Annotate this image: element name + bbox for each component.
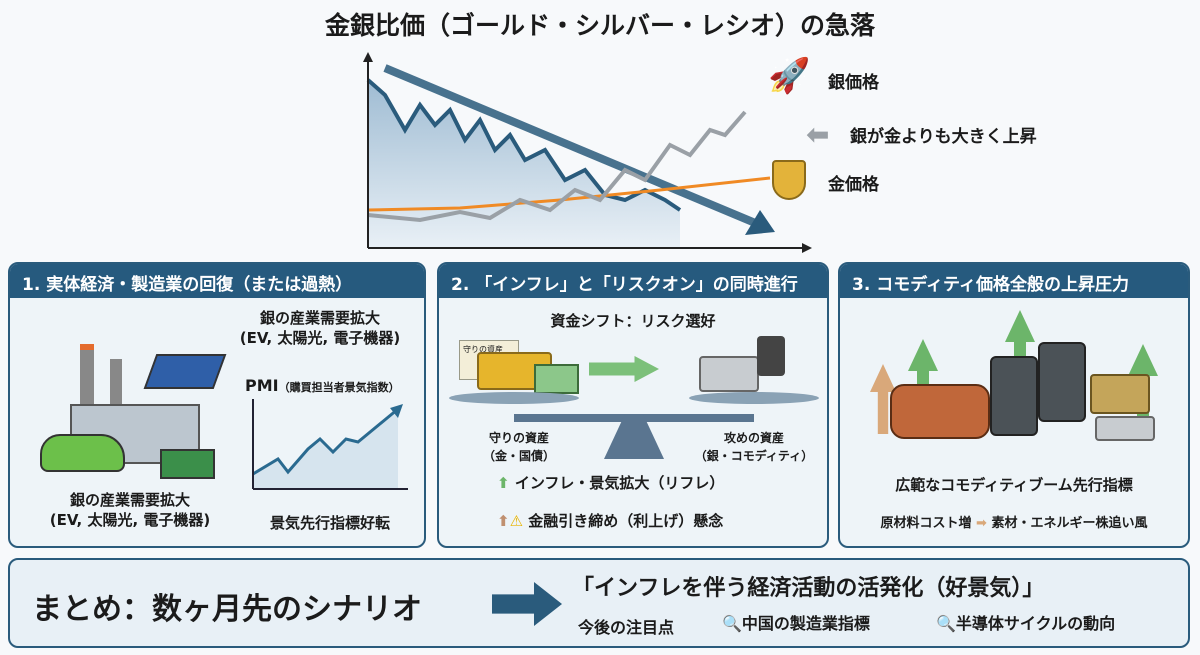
watch-item-china-pmi: 🔍中国の製造業指標 [722, 614, 870, 633]
silver-outperform-note: 銀が金よりも大きく上昇 [850, 127, 1037, 147]
oil-barrel-icon [757, 336, 785, 376]
magnifier-icon: 🔍 [936, 614, 956, 633]
panel-inflation-risk-on: 2. 「インフレ」と「リスクオン」の同時進行 資金シフト：リスク選好 守りの資産… [437, 262, 829, 548]
scale-pan-left [449, 392, 579, 404]
solar-panel-icon [143, 354, 227, 389]
commodity-boom-caption: 広範なコモディティブーム先行指標 [895, 476, 1133, 494]
panel-title: 3. コモディティ価格全般の上昇圧力 [840, 264, 1188, 298]
arrow-left-icon: ⬅ [806, 118, 830, 151]
summary-label: まとめ：数ヶ月先のシナリオ [32, 592, 422, 627]
pmi-caption: 景気先行指標好転 [269, 514, 390, 532]
gold-price-label: 金価格 [828, 175, 879, 195]
shift-arrow-icon [589, 356, 659, 382]
oil-barrel-icon [1038, 342, 1086, 422]
factory-illustration [30, 334, 230, 479]
scenario-text: 「インフレを伴う経済活動の活発化（好景気）」 [572, 576, 1045, 601]
industrial-demand-top: 銀の産業需要拡大 (EV, 太陽光, 電子機器) [239, 309, 401, 347]
cash-icon [534, 364, 579, 394]
page-title: 金銀比価（ゴールド・シルバー・レシオ）の急落 [324, 11, 875, 40]
tightening-point: 金融引き締め（利上げ）懸念 [528, 512, 724, 530]
ratio-line [366, 78, 682, 212]
up-arrow-brown-icon: ⬆ [497, 512, 510, 530]
ore-icon [1090, 374, 1150, 414]
ev-car-icon [40, 434, 125, 472]
up-arrow-green-icon: ⬆ [497, 474, 510, 492]
trend-arrow [383, 64, 762, 229]
offensive-assets: 攻めの資産 （銀・コモディティ） [694, 431, 814, 463]
pmi-label: PMI [245, 376, 279, 395]
ratio-area [368, 80, 680, 248]
cost-flow: 原材料コスト増 ➡ 素材・エネルギー株追い風 [880, 516, 1148, 531]
silver-line [367, 110, 747, 223]
pmi-chart [252, 399, 408, 490]
arrow-right-icon: ➡ [976, 516, 987, 531]
copper-pipes-icon [890, 384, 990, 439]
panel-real-economy: 1. 実体経済・製造業の回復（または過熱） 銀の産業需要拡大 (EV, 太陽光, … [8, 262, 426, 548]
magnifier-icon: 🔍 [722, 614, 742, 633]
arrow-right-icon [492, 582, 562, 626]
panel-title: 2. 「インフレ」と「リスクオン」の同時進行 [439, 264, 827, 298]
rocket-icon: 🚀 [768, 56, 811, 96]
defensive-assets: 守りの資産 （金・国債） [482, 431, 555, 463]
watch-item-semiconductor: 🔍半導体サイクルの動向 [936, 614, 1116, 633]
silver-price-label: 銀価格 [828, 73, 879, 93]
aluminum-bar-icon [1095, 416, 1155, 441]
gold-silver-ratio-chart [363, 52, 812, 253]
industrial-demand-bottom: 銀の産業需要拡大 (EV, 太陽光, 電子機器) [49, 491, 211, 529]
scale-pan-right [689, 392, 819, 404]
summary-banner: まとめ：数ヶ月先のシナリオ 「インフレを伴う経済活動の活発化（好景気）」 今後の… [8, 558, 1190, 648]
silver-bar-icon [699, 356, 759, 392]
chip-icon [160, 449, 215, 479]
oil-barrel-icon [990, 356, 1038, 436]
warning-icon: ⚠ [509, 512, 524, 530]
panel-title: 1. 実体経済・製造業の回復（または過熱） [10, 264, 424, 298]
fund-shift-label: 資金シフト：リスク選好 [550, 312, 716, 330]
watch-points-label: 今後の注目点 [578, 618, 675, 637]
panel-commodity-pressure: 3. コモディティ価格全般の上昇圧力 広範なコモディティブーム先行指標 原材料コ… [838, 262, 1190, 548]
reflation-point: インフレ・景気拡大（リフレ） [514, 474, 725, 492]
trend-arrowhead [745, 210, 775, 235]
shield-icon [772, 160, 806, 200]
